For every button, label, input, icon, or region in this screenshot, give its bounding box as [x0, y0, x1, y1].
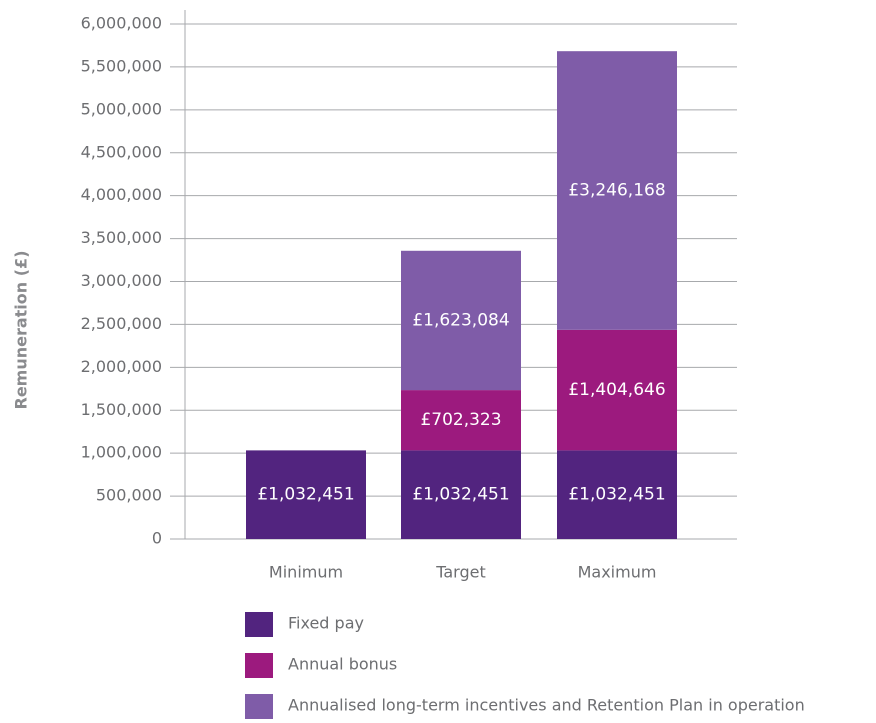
value-label: £3,246,168	[568, 181, 665, 201]
x-tick-label: Minimum	[269, 563, 343, 582]
y-tick-label: 3,500,000	[81, 228, 162, 247]
legend-swatch	[245, 612, 273, 637]
value-label: £1,623,084	[412, 310, 509, 330]
y-tick-label: 5,000,000	[81, 99, 162, 118]
y-tick-label: 1,500,000	[81, 400, 162, 419]
y-tick-label: 0	[152, 529, 162, 548]
bar-segment	[557, 450, 677, 539]
x-tick-label: Target	[435, 563, 486, 582]
value-label: £1,404,646	[568, 380, 665, 400]
legend-swatch	[245, 694, 273, 719]
bar-segment	[557, 51, 677, 330]
y-tick-label: 1,000,000	[81, 443, 162, 462]
bar-segment	[401, 250, 521, 391]
y-tick-label: 3,000,000	[81, 271, 162, 290]
value-label: £1,032,451	[412, 485, 509, 505]
y-tick-label: 500,000	[96, 486, 162, 505]
value-label: £1,032,451	[257, 485, 354, 505]
bar-segment	[401, 450, 521, 539]
y-axis-label: Remuneration (£)	[12, 250, 31, 409]
bar-segment	[557, 329, 677, 451]
y-tick-label: 2,000,000	[81, 357, 162, 376]
bar-segment	[246, 450, 366, 539]
y-tick-label: 6,000,000	[81, 14, 162, 33]
x-tick-label: Maximum	[578, 563, 657, 582]
value-label: £1,032,451	[568, 485, 665, 505]
y-tick-label: 4,000,000	[81, 185, 162, 204]
y-tick-label: 5,500,000	[81, 56, 162, 75]
legend-label: Fixed pay	[288, 614, 364, 633]
bar-segment	[401, 390, 521, 451]
y-tick-label: 4,500,000	[81, 142, 162, 161]
legend-swatch	[245, 653, 273, 678]
value-label: £702,323	[420, 410, 501, 430]
y-tick-label: 2,500,000	[81, 314, 162, 333]
legend-label: Annualised long-term incentives and Rete…	[288, 696, 805, 715]
legend-label: Annual bonus	[288, 655, 397, 674]
